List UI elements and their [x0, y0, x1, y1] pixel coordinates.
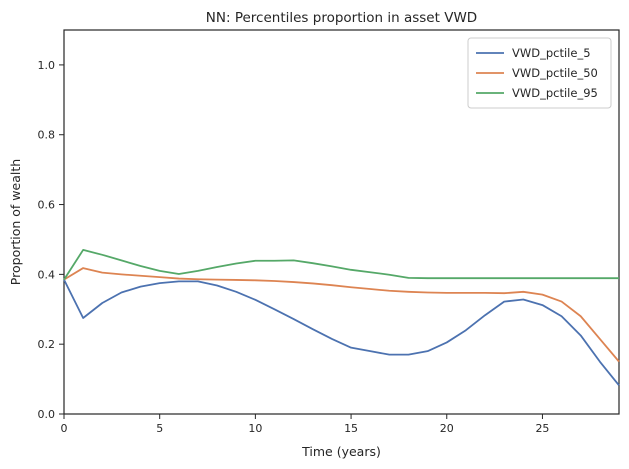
- series-line-vwd-pctile-95: [63, 249, 619, 281]
- legend: VWD_pctile_5 VWD_pctile_50 VWD_pctile_95: [467, 37, 612, 109]
- legend-label: VWD_pctile_5: [512, 46, 591, 60]
- x-tick-label: 10: [248, 422, 262, 435]
- x-axis-label: Time (years): [301, 444, 381, 459]
- plot-frame: [63, 29, 620, 415]
- x-tick-label: 15: [344, 422, 358, 435]
- legend-label: VWD_pctile_95: [512, 86, 598, 100]
- series-layer: [63, 249, 620, 386]
- plot-area: [63, 29, 620, 415]
- y-tick-label: 0.2: [38, 338, 56, 351]
- y-tick-label: 0.6: [38, 199, 56, 212]
- x-tick-label: 5: [156, 422, 163, 435]
- y-tick-label: 0.4: [38, 268, 56, 281]
- y-axis: 0.0 0.2 0.4 0.6 0.8 1.0: [38, 59, 64, 421]
- x-axis: 0 5 10 15 20 25: [61, 414, 549, 435]
- series-line-vwd-pctile-5: [63, 279, 620, 386]
- y-axis-label: Proportion of wealth: [8, 159, 23, 285]
- legend-label: VWD_pctile_50: [512, 66, 598, 80]
- x-tick-label: 25: [535, 422, 549, 435]
- x-tick-label: 0: [61, 422, 68, 435]
- y-tick-label: 0.0: [38, 408, 56, 421]
- x-tick-label: 20: [440, 422, 454, 435]
- chart-title: NN: Percentiles proportion in asset VWD: [206, 10, 477, 26]
- y-tick-label: 0.8: [38, 129, 56, 142]
- series-line-vwd-pctile-50: [63, 267, 620, 363]
- y-tick-label: 1.0: [38, 59, 56, 72]
- legend-box: [467, 37, 612, 109]
